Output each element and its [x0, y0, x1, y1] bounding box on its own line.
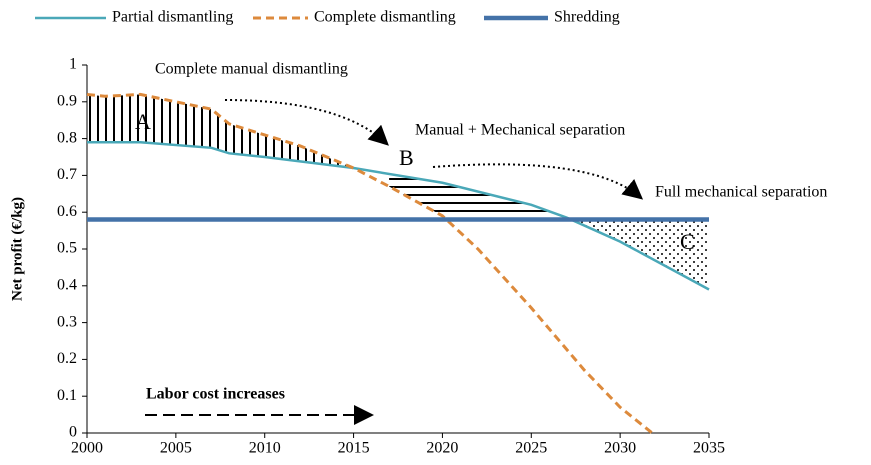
- x-tick-label: 2035: [693, 440, 725, 457]
- y-tick-label: 0: [69, 424, 77, 441]
- y-tick-label: 0.7: [57, 166, 77, 183]
- series-line: [86, 92, 654, 435]
- annotation: C: [680, 229, 695, 254]
- legend-label: Shredding: [554, 9, 620, 26]
- x-tick-label: 2015: [338, 440, 370, 457]
- y-tick-label: 0.8: [57, 129, 77, 146]
- y-tick-label: 0.2: [57, 350, 77, 367]
- x-tick-label: 2025: [515, 440, 547, 457]
- x-tick-label: 2000: [71, 440, 103, 457]
- hatch-region: [87, 94, 354, 169]
- y-tick-label: 0.6: [57, 203, 77, 220]
- series-line: [87, 141, 710, 291]
- legend-label: Complete dismantling: [314, 9, 456, 26]
- arrow: [432, 163, 644, 200]
- y-tick-label: 0.4: [57, 276, 77, 293]
- arrow: [224, 99, 389, 146]
- annotation: Manual + Mechanical separation: [415, 122, 625, 139]
- x-tick-label: 2030: [604, 440, 636, 457]
- x-tick-label: 2020: [426, 440, 458, 457]
- annotation: Complete manual dismantling: [155, 61, 348, 78]
- annotation: Full mechanical separation: [655, 184, 827, 201]
- y-tick-label: 0.5: [57, 240, 77, 257]
- annotation: Labor cost increases: [146, 386, 285, 403]
- y-axis-label: Net profit (€/kg): [9, 197, 25, 301]
- x-tick-label: 2010: [249, 440, 281, 457]
- hatch-region: [389, 173, 567, 220]
- y-tick-label: 0.1: [57, 387, 77, 404]
- y-tick-label: 0.3: [57, 313, 77, 330]
- hatch-region: [566, 219, 709, 290]
- y-tick-label: 1: [69, 56, 77, 73]
- y-tick-label: 0.9: [57, 92, 77, 109]
- annotation: A: [135, 109, 151, 134]
- legend-label: Partial dismantling: [112, 9, 233, 26]
- annotation: B: [399, 145, 414, 170]
- x-tick-label: 2005: [160, 440, 192, 457]
